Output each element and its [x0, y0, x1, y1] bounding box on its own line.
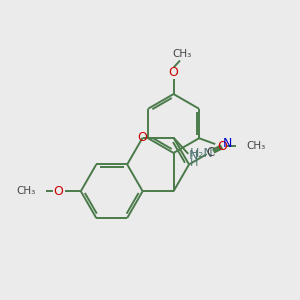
Text: N: N [189, 149, 198, 162]
Text: C: C [206, 146, 214, 159]
Text: O: O [217, 140, 227, 153]
Text: CH₃: CH₃ [172, 49, 191, 59]
Text: H₂N: H₂N [190, 147, 214, 161]
Text: O: O [169, 66, 178, 80]
Text: O: O [138, 131, 148, 144]
Text: N: N [223, 137, 232, 150]
Text: H: H [189, 158, 198, 168]
Text: CH₃: CH₃ [16, 186, 35, 196]
Text: CH₃: CH₃ [246, 142, 266, 152]
Text: O: O [53, 185, 63, 198]
